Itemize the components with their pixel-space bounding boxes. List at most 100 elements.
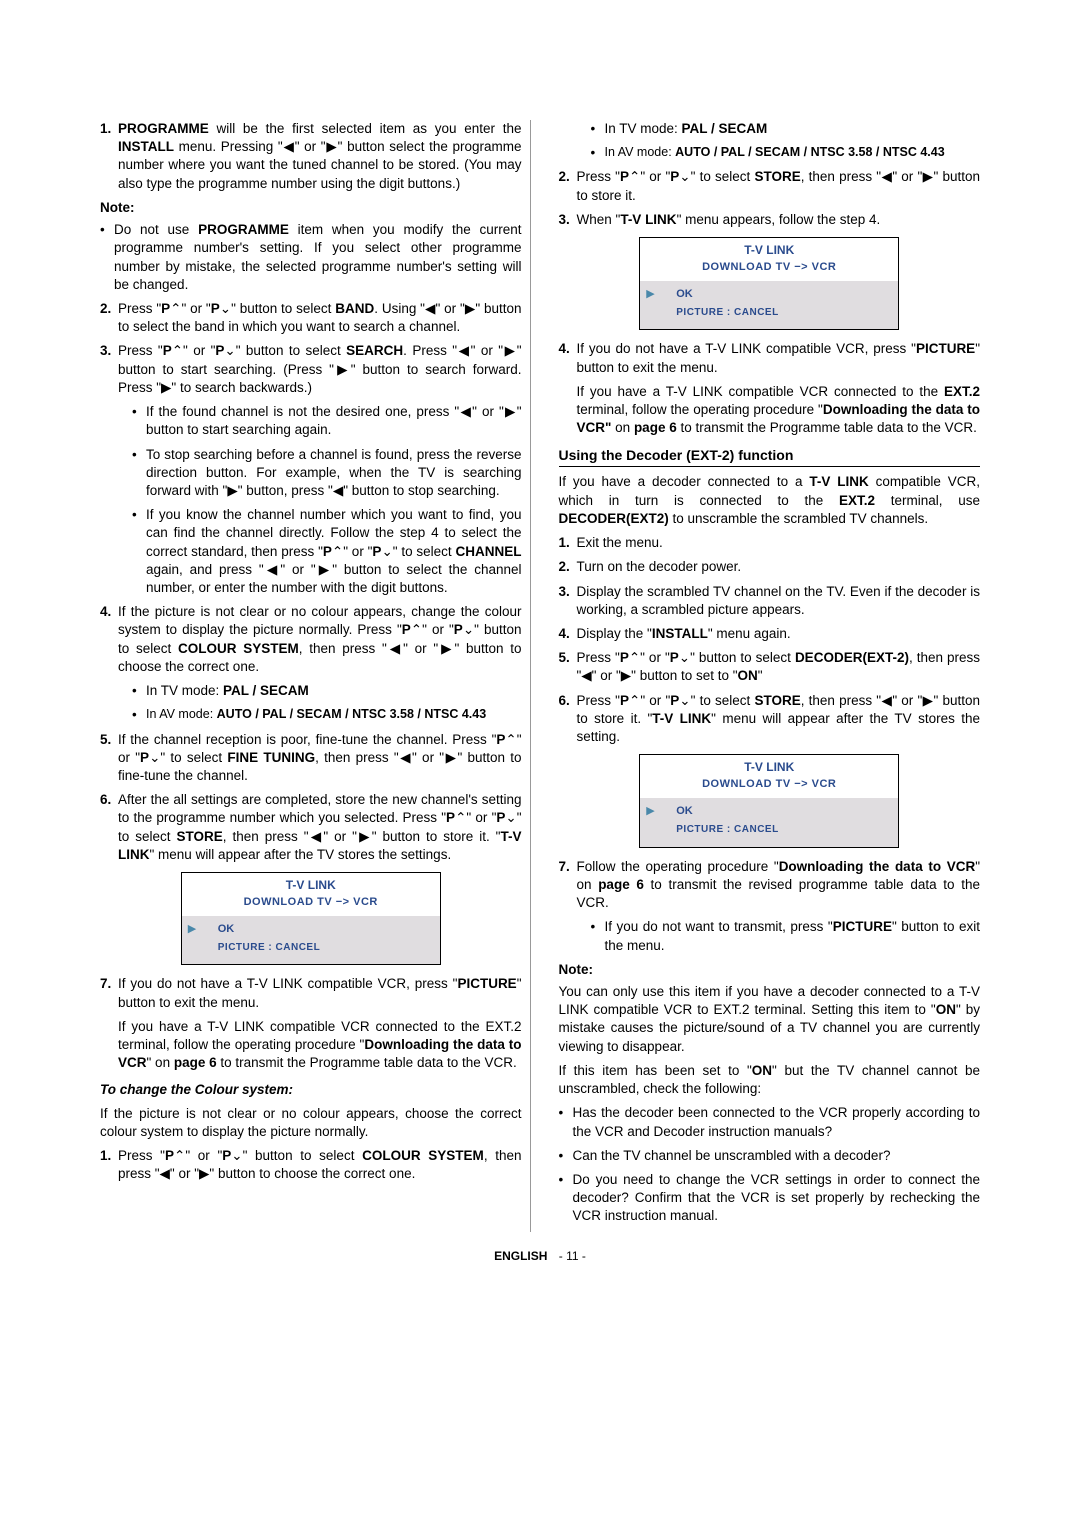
note-label: Note: — [559, 961, 981, 979]
item-text: Press "P⌃" or "P⌄" button to select SEAR… — [118, 342, 522, 397]
two-column-layout: 1. PROGRAMME will be the first selected … — [100, 120, 980, 1232]
sub-text: If you do not want to transmit, press "P… — [605, 918, 981, 954]
item-number: 7. — [559, 858, 577, 913]
paragraph: If you have a decoder connected to a T-V… — [559, 473, 981, 528]
list-item: 1. Press "P⌃" or "P⌄" button to select C… — [100, 1147, 522, 1183]
sub-text: In AV mode: AUTO / PAL / SECAM / NTSC 3.… — [605, 144, 981, 162]
item-number: 5. — [100, 731, 118, 786]
sub-bullet: •In TV mode: PAL / SECAM — [132, 682, 522, 700]
list-item: 3.Display the scrambled TV channel on th… — [559, 583, 981, 619]
menu-cancel: PICTURE : CANCEL — [676, 823, 890, 837]
list-item: 7. If you do not have a T-V LINK compati… — [100, 975, 522, 1011]
sub-bullet: •In AV mode: AUTO / PAL / SECAM / NTSC 3… — [591, 144, 981, 162]
list-item: 3. When "T-V LINK" menu appears, follow … — [559, 211, 981, 229]
item-number: 6. — [100, 791, 118, 864]
left-column: 1. PROGRAMME will be the first selected … — [100, 120, 531, 1232]
item-number: 3. — [559, 211, 577, 229]
menu-row: ▶ OK PICTURE : CANCEL — [182, 916, 440, 964]
item-text: After the all settings are completed, st… — [118, 791, 522, 864]
item-number: 4. — [100, 603, 118, 676]
tv-link-menu-box: T-V LINK DOWNLOAD TV −> VCR ▶ OK PICTURE… — [639, 754, 899, 847]
item-text: Turn on the decoder power. — [577, 558, 981, 576]
item-number: 3. — [100, 342, 118, 397]
item-number: 6. — [559, 692, 577, 747]
list-item: 4. If the picture is not clear or no col… — [100, 603, 522, 676]
sub-bullet: •In AV mode: AUTO / PAL / SECAM / NTSC 3… — [132, 706, 522, 724]
note-text: Do not use PROGRAMME item when you modif… — [114, 221, 522, 294]
list-item: 2. Press "P⌃" or "P⌄" button to select B… — [100, 300, 522, 336]
paragraph: If you have a T-V LINK compatible VCR co… — [559, 383, 981, 438]
cursor-icon: ▶ — [646, 804, 654, 819]
item-text: Follow the operating procedure "Download… — [577, 858, 981, 913]
item-text: Press "P⌃" or "P⌄" button to select COLO… — [118, 1147, 522, 1183]
paragraph: You can only use this item if you have a… — [559, 983, 981, 1056]
page-footer: ENGLISH - 11 - — [100, 1248, 980, 1264]
list-item: 2.Turn on the decoder power. — [559, 558, 981, 576]
sub-text: To stop searching before a channel is fo… — [146, 446, 522, 501]
item-text: Exit the menu. — [577, 534, 981, 552]
item-number: 2. — [100, 300, 118, 336]
sub-bullet: •In TV mode: PAL / SECAM — [591, 120, 981, 138]
steps-list-cont4: 7. If you do not have a T-V LINK compati… — [100, 975, 522, 1011]
item-text: Press "P⌃" or "P⌄" button to select DECO… — [577, 649, 981, 685]
footer-language: ENGLISH — [494, 1249, 547, 1263]
sub-bullet: •If you know the channel number which yo… — [132, 506, 522, 597]
sub-text: Has the decoder been connected to the VC… — [573, 1104, 981, 1140]
menu-subtitle: DOWNLOAD TV −> VCR — [640, 777, 898, 798]
item-text: Display the "INSTALL" menu again. — [577, 625, 981, 643]
list-item: 2. Press "P⌃" or "P⌄" to select STORE, t… — [559, 168, 981, 204]
right-column: •In TV mode: PAL / SECAM •In AV mode: AU… — [551, 120, 981, 1232]
paragraph: If you have a T-V LINK compatible VCR co… — [100, 1018, 522, 1073]
decoder-list-2: 7.Follow the operating procedure "Downlo… — [559, 858, 981, 913]
item-text: Press "P⌃" or "P⌄" to select STORE, then… — [577, 168, 981, 204]
note-bullet: • Do not use PROGRAMME item when you mod… — [100, 221, 522, 294]
cursor-icon: ▶ — [646, 287, 654, 302]
sub-heading: To change the Colour system: — [100, 1081, 522, 1099]
install-steps-list: 1. PROGRAMME will be the first selected … — [100, 120, 522, 193]
footer-page-number: - 11 - — [559, 1249, 586, 1263]
item-text: Press "P⌃" or "P⌄" to select STORE, then… — [577, 692, 981, 747]
steps-list-cont: 2. Press "P⌃" or "P⌄" button to select B… — [100, 300, 522, 397]
note-bullet: •Can the TV channel be unscrambled with … — [559, 1147, 981, 1165]
item-number: 5. — [559, 649, 577, 685]
item-text: If you do not have a T-V LINK compatible… — [118, 975, 522, 1011]
item-text: If the channel reception is poor, fine-t… — [118, 731, 522, 786]
sub-text: If the found channel is not the desired … — [146, 403, 522, 439]
list-item: 6.Press "P⌃" or "P⌄" to select STORE, th… — [559, 692, 981, 747]
list-item: 4.Display the "INSTALL" menu again. — [559, 625, 981, 643]
sub-text: Can the TV channel be unscrambled with a… — [573, 1147, 981, 1165]
list-item: 1. PROGRAMME will be the first selected … — [100, 120, 522, 193]
menu-ok: OK — [676, 287, 890, 302]
menu-subtitle: DOWNLOAD TV −> VCR — [182, 895, 440, 916]
menu-title: T-V LINK — [182, 873, 440, 895]
sub-bullet: •To stop searching before a channel is f… — [132, 446, 522, 501]
sub-bullet: •If you do not want to transmit, press "… — [591, 918, 981, 954]
item-text: When "T-V LINK" menu appears, follow the… — [577, 211, 981, 229]
item-text: If you do not have a T-V LINK compatible… — [577, 340, 981, 376]
item-number: 4. — [559, 340, 577, 376]
note-bullet: •Do you need to change the VCR settings … — [559, 1171, 981, 1226]
bullet-dot: • — [100, 221, 114, 294]
section-heading: Using the Decoder (EXT-2) function — [559, 446, 981, 468]
item-text: If the picture is not clear or no colour… — [118, 603, 522, 676]
menu-cancel: PICTURE : CANCEL — [218, 941, 432, 955]
right-list-1: 2. Press "P⌃" or "P⌄" to select STORE, t… — [559, 168, 981, 229]
paragraph: If the picture is not clear or no colour… — [100, 1105, 522, 1141]
list-item: 5. If the channel reception is poor, fin… — [100, 731, 522, 786]
item-number: 2. — [559, 168, 577, 204]
menu-ok: OK — [676, 804, 890, 819]
item-number: 1. — [559, 534, 577, 552]
sub-text: In AV mode: AUTO / PAL / SECAM / NTSC 3.… — [146, 706, 522, 724]
sub-text: In TV mode: PAL / SECAM — [146, 682, 522, 700]
item-text: PROGRAMME will be the first selected ite… — [118, 120, 522, 193]
menu-row: ▶ OK PICTURE : CANCEL — [640, 281, 898, 329]
item-text: Press "P⌃" or "P⌄" button to select BAND… — [118, 300, 522, 336]
list-item: 3. Press "P⌃" or "P⌄" button to select S… — [100, 342, 522, 397]
item-number: 3. — [559, 583, 577, 619]
note-bullet: •Has the decoder been connected to the V… — [559, 1104, 981, 1140]
steps-list-cont2: 4. If the picture is not clear or no col… — [100, 603, 522, 676]
menu-subtitle: DOWNLOAD TV −> VCR — [640, 260, 898, 281]
list-item: 7.Follow the operating procedure "Downlo… — [559, 858, 981, 913]
item-number: 1. — [100, 120, 118, 193]
sub-text: If you know the channel number which you… — [146, 506, 522, 597]
